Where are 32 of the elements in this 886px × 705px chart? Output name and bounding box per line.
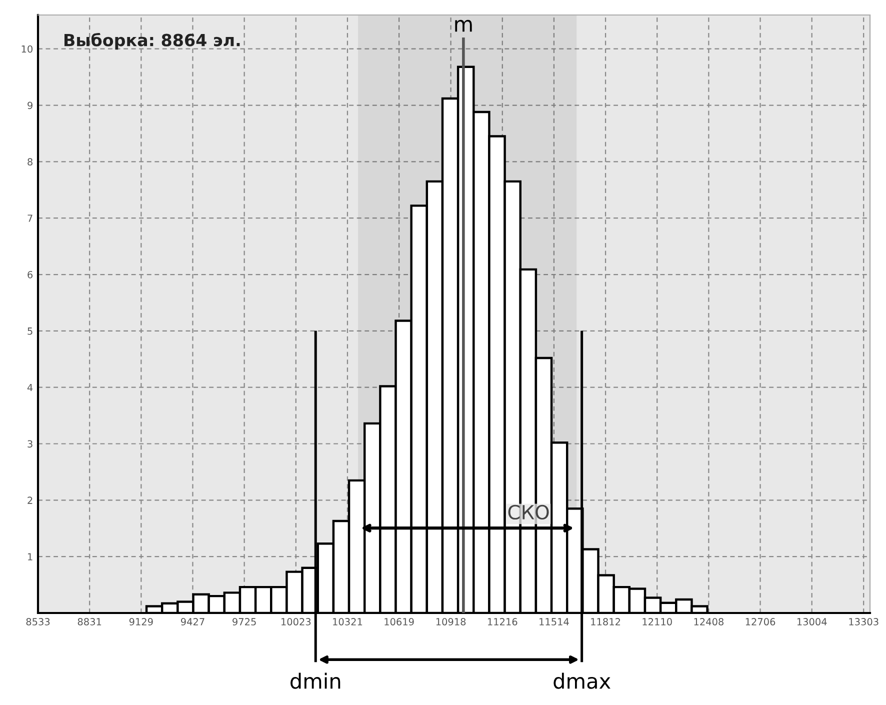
x-tick-label: 8533 — [26, 618, 50, 626]
x-tick-label: 8831 — [78, 618, 102, 626]
y-tick-label: 2 — [28, 496, 32, 504]
text: Выборка: 8864 эл. — [64, 32, 240, 50]
x-tick-label: 9427 — [180, 618, 204, 626]
x-tick-label: 12706 — [746, 618, 776, 626]
x-tick-label: 13004 — [797, 618, 827, 626]
x-tick-label: 10023 — [281, 618, 311, 626]
ref-line-label: dmax — [554, 672, 610, 689]
y-tick-label: 4 — [27, 384, 33, 392]
y-tick-label: 1 — [28, 553, 32, 560]
y-tick-label: 8 — [28, 158, 32, 166]
x-tick-label: 12408 — [694, 618, 724, 626]
ref-line-label: dmin — [290, 672, 340, 689]
y-tick-label: 6 — [28, 270, 33, 278]
y-tick-label: 10 — [22, 45, 32, 53]
x-tick-label: 11812 — [591, 618, 620, 626]
x-tick-label: 9129 — [129, 618, 153, 626]
y-tick-label: 3 — [28, 440, 32, 448]
x-tick-label: 13303 — [849, 618, 878, 626]
y-tick-label: 9 — [28, 102, 32, 110]
x-tick-label: 11514 — [540, 618, 569, 626]
x-tick-label: 9725 — [232, 618, 256, 626]
x-tick-label: 10918 — [436, 618, 466, 626]
y-tick-label: 7 — [28, 214, 32, 222]
x-tick-label: 10321 — [333, 618, 362, 626]
ref-line-label: m — [455, 20, 472, 32]
x-tick-label: 10619 — [384, 618, 414, 626]
band-label: СКО — [508, 504, 549, 520]
y-tick-label: 5 — [28, 328, 32, 335]
x-tick-label: 11216 — [488, 618, 518, 626]
x-tick-label: 12110 — [642, 618, 672, 626]
